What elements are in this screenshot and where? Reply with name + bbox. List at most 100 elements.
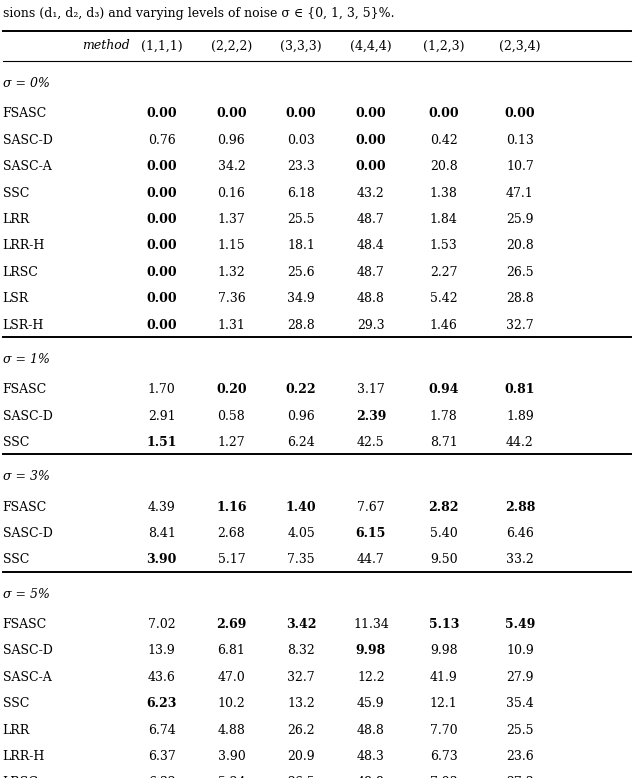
Text: 1.89: 1.89 (506, 409, 534, 422)
Text: 8.41: 8.41 (148, 527, 176, 540)
Text: 1.51: 1.51 (146, 436, 177, 449)
Text: 1.78: 1.78 (430, 409, 458, 422)
Text: 0.00: 0.00 (146, 107, 177, 121)
Text: 23.6: 23.6 (506, 750, 534, 763)
Text: 8.32: 8.32 (287, 644, 315, 657)
Text: 5.13: 5.13 (429, 618, 459, 631)
Text: 1.32: 1.32 (217, 266, 245, 279)
Text: 47.1: 47.1 (506, 187, 534, 199)
Text: 32.7: 32.7 (506, 318, 534, 331)
Text: σ = 3%: σ = 3% (3, 470, 49, 483)
Text: 6.46: 6.46 (506, 527, 534, 540)
Text: FSASC: FSASC (3, 107, 47, 121)
Text: 6.23: 6.23 (146, 697, 177, 710)
Text: 1.46: 1.46 (430, 318, 458, 331)
Text: 0.76: 0.76 (148, 134, 176, 147)
Text: 12.1: 12.1 (430, 697, 458, 710)
Text: (2,2,2): (2,2,2) (210, 40, 252, 52)
Text: 20.8: 20.8 (430, 160, 458, 173)
Text: 13.2: 13.2 (287, 697, 315, 710)
Text: 2.39: 2.39 (356, 409, 386, 422)
Text: 2.82: 2.82 (429, 500, 459, 513)
Text: 1.38: 1.38 (430, 187, 458, 199)
Text: 7.93: 7.93 (430, 776, 458, 778)
Text: 26.2: 26.2 (287, 724, 315, 737)
Text: 0.94: 0.94 (429, 383, 459, 396)
Text: (1,1,1): (1,1,1) (141, 40, 183, 52)
Text: 5.24: 5.24 (217, 776, 245, 778)
Text: 3.42: 3.42 (286, 618, 316, 631)
Text: 6.73: 6.73 (430, 750, 458, 763)
Text: 6.24: 6.24 (287, 436, 315, 449)
Text: 0.00: 0.00 (146, 160, 177, 173)
Text: 0.13: 0.13 (506, 134, 534, 147)
Text: 0.00: 0.00 (146, 240, 177, 252)
Text: 1.37: 1.37 (217, 213, 245, 226)
Text: 0.00: 0.00 (146, 187, 177, 199)
Text: 9.50: 9.50 (430, 553, 458, 566)
Text: 33.2: 33.2 (506, 553, 534, 566)
Text: 43.2: 43.2 (357, 187, 385, 199)
Text: LSR-H: LSR-H (3, 318, 44, 331)
Text: 9.98: 9.98 (356, 644, 386, 657)
Text: 5.40: 5.40 (430, 527, 458, 540)
Text: 25.5: 25.5 (506, 724, 534, 737)
Text: 11.34: 11.34 (353, 618, 389, 631)
Text: 28.8: 28.8 (287, 318, 315, 331)
Text: 10.9: 10.9 (506, 644, 534, 657)
Text: 1.84: 1.84 (430, 213, 458, 226)
Text: 48.7: 48.7 (357, 266, 385, 279)
Text: SASC-D: SASC-D (3, 644, 53, 657)
Text: LRR-H: LRR-H (3, 750, 45, 763)
Text: 6.81: 6.81 (217, 644, 245, 657)
Text: 5.42: 5.42 (430, 292, 458, 305)
Text: LRR: LRR (3, 724, 30, 737)
Text: (1,2,3): (1,2,3) (423, 40, 465, 52)
Text: 1.16: 1.16 (216, 500, 247, 513)
Text: 29.3: 29.3 (357, 318, 385, 331)
Text: 25.5: 25.5 (287, 213, 315, 226)
Text: 10.7: 10.7 (506, 160, 534, 173)
Text: 48.8: 48.8 (357, 292, 385, 305)
Text: SASC-D: SASC-D (3, 134, 53, 147)
Text: 9.98: 9.98 (430, 644, 458, 657)
Text: 7.02: 7.02 (148, 618, 176, 631)
Text: SASC-A: SASC-A (3, 671, 51, 684)
Text: 4.39: 4.39 (148, 500, 176, 513)
Text: 0.00: 0.00 (505, 107, 535, 121)
Text: 27.9: 27.9 (506, 671, 534, 684)
Text: 48.4: 48.4 (357, 240, 385, 252)
Text: LRSC: LRSC (3, 266, 39, 279)
Text: 47.0: 47.0 (217, 671, 245, 684)
Text: (2,3,4): (2,3,4) (499, 40, 541, 52)
Text: 0.96: 0.96 (287, 409, 315, 422)
Text: 1.40: 1.40 (286, 500, 316, 513)
Text: LRSC: LRSC (3, 776, 39, 778)
Text: 10.2: 10.2 (217, 697, 245, 710)
Text: 1.31: 1.31 (217, 318, 245, 331)
Text: 4.05: 4.05 (287, 527, 315, 540)
Text: FSASC: FSASC (3, 618, 47, 631)
Text: SSC: SSC (3, 697, 29, 710)
Text: SASC-D: SASC-D (3, 527, 53, 540)
Text: 2.91: 2.91 (148, 409, 176, 422)
Text: 48.8: 48.8 (357, 776, 385, 778)
Text: 48.8: 48.8 (357, 724, 385, 737)
Text: 0.00: 0.00 (286, 107, 316, 121)
Text: 6.32: 6.32 (148, 776, 176, 778)
Text: 26.5: 26.5 (287, 776, 315, 778)
Text: 25.9: 25.9 (506, 213, 534, 226)
Text: SASC-A: SASC-A (3, 160, 51, 173)
Text: SASC-D: SASC-D (3, 409, 53, 422)
Text: 34.2: 34.2 (217, 160, 245, 173)
Text: 6.74: 6.74 (148, 724, 176, 737)
Text: 23.3: 23.3 (287, 160, 315, 173)
Text: 7.70: 7.70 (430, 724, 458, 737)
Text: LRR: LRR (3, 213, 30, 226)
Text: 48.7: 48.7 (357, 213, 385, 226)
Text: 6.18: 6.18 (287, 187, 315, 199)
Text: σ = 1%: σ = 1% (3, 352, 49, 366)
Text: 0.00: 0.00 (356, 107, 386, 121)
Text: 0.00: 0.00 (146, 266, 177, 279)
Text: 7.36: 7.36 (217, 292, 245, 305)
